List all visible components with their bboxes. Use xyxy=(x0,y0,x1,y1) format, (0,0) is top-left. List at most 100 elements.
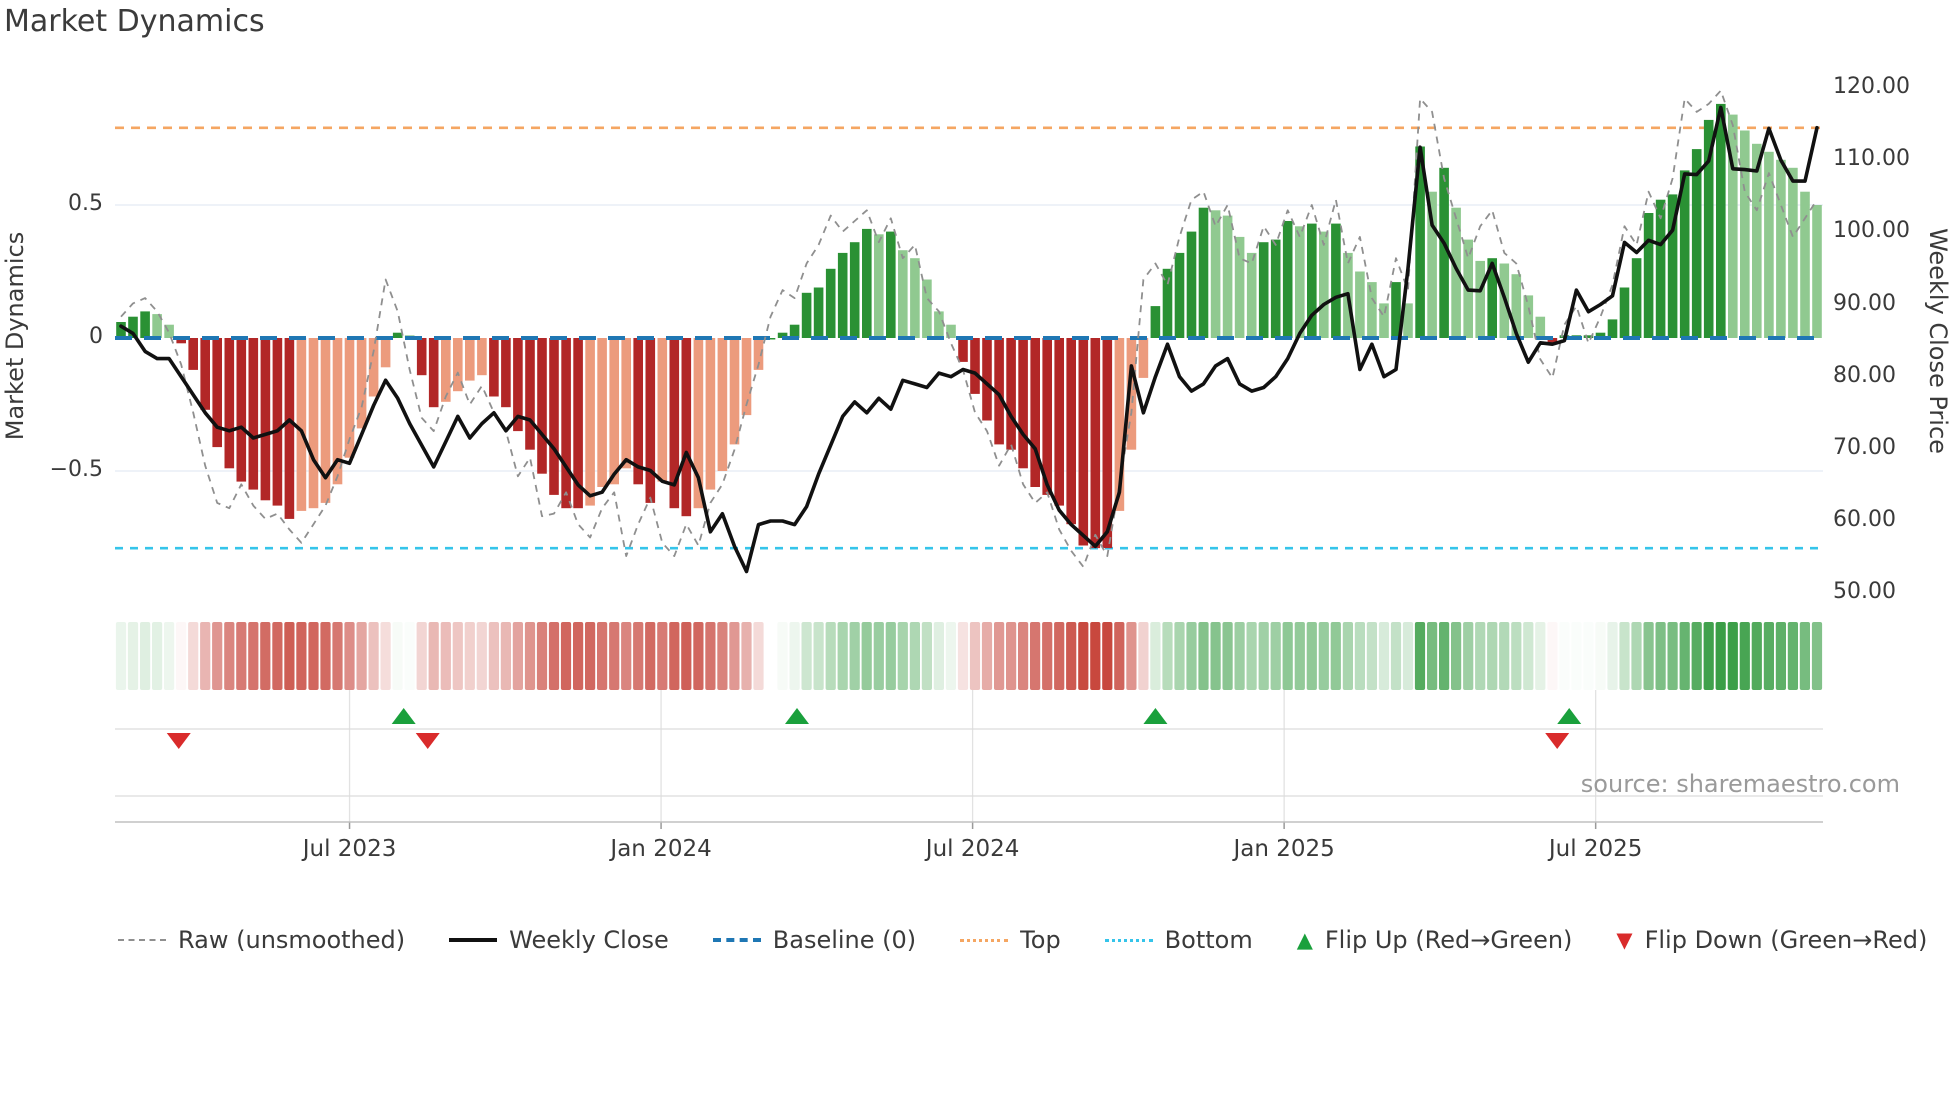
heatmap-cell xyxy=(681,622,692,690)
heatmap-cell xyxy=(1751,622,1762,690)
flip-up-marker xyxy=(784,708,809,724)
figure-title: Market Dynamics xyxy=(4,4,265,39)
heatmap-cell xyxy=(1042,622,1053,690)
heatmap-cell xyxy=(548,622,560,690)
legend-item: Weekly Close xyxy=(449,926,669,954)
oscillator-bar xyxy=(1030,338,1040,487)
left-axis-tick: 0.5 xyxy=(68,191,103,216)
oscillator-bar xyxy=(1703,119,1714,339)
oscillator-bar xyxy=(392,332,403,338)
heatmap-cell xyxy=(1294,622,1305,690)
oscillator-bar xyxy=(453,338,463,392)
heatmap-cell xyxy=(236,622,247,690)
oscillator-bar xyxy=(525,338,535,450)
heatmap-cell xyxy=(969,622,981,690)
oscillator-bar xyxy=(1150,306,1161,338)
heatmap-cell xyxy=(1763,622,1774,690)
heatmap-cell xyxy=(115,622,127,690)
oscillator-bar xyxy=(1800,191,1810,338)
oscillator-bar xyxy=(1379,303,1389,338)
heatmap-cell xyxy=(380,622,391,690)
heatmap-cell xyxy=(1186,622,1197,690)
oscillator-bar xyxy=(1535,316,1546,338)
flip-down-icon: ▼ xyxy=(1616,927,1633,952)
oscillator-bar xyxy=(934,311,944,338)
heatmap-cell xyxy=(1607,622,1618,690)
oscillator-bar xyxy=(886,231,896,338)
line-black-swatch-icon xyxy=(449,938,498,942)
oscillator-bar xyxy=(1319,231,1329,338)
oscillator-bar xyxy=(1619,287,1630,338)
oscillator-bar xyxy=(428,338,439,408)
oscillator-bar xyxy=(1475,260,1485,338)
heatmap-cell xyxy=(789,622,800,690)
oscillator-bar xyxy=(344,338,355,458)
heatmap-cell xyxy=(933,622,944,690)
right-axis-tick: 120.00 xyxy=(1833,74,1910,99)
heatmap-cell xyxy=(1547,622,1558,690)
x-axis-tick: Jul 2025 xyxy=(1548,836,1643,862)
right-axis-tick: 50.00 xyxy=(1833,579,1896,605)
oscillator-bar xyxy=(1222,215,1233,338)
heatmap-cell xyxy=(127,622,139,690)
oscillator-bar xyxy=(501,338,511,408)
legend-item: Raw (unsmoothed) xyxy=(118,926,405,954)
heatmap-cell xyxy=(609,622,620,690)
oscillator-bar xyxy=(585,338,595,506)
oscillator-bar xyxy=(561,338,571,509)
oscillator-bar xyxy=(982,338,992,421)
oscillator-bar xyxy=(609,338,619,485)
heatmap-cell xyxy=(657,622,668,690)
oscillator-bar xyxy=(1042,338,1052,495)
right-axis-tick: 90.00 xyxy=(1833,290,1896,316)
dash-blue-swatch-icon xyxy=(712,938,761,942)
oscillator-bar xyxy=(1355,271,1365,338)
flip-up-marker xyxy=(1143,708,1168,724)
heatmap-cell xyxy=(1703,622,1714,690)
legend-item: ▼ Flip Down (Green→Red) xyxy=(1616,926,1927,954)
oscillator-bar xyxy=(1126,338,1137,450)
heatmap-cell xyxy=(921,622,932,690)
legend-label: Flip Up (Red→Green) xyxy=(1324,926,1573,954)
heatmap-cell xyxy=(1366,622,1377,690)
heatmap-cell xyxy=(1102,622,1113,690)
oscillator-bar xyxy=(1198,207,1209,338)
oscillator-bar xyxy=(1728,114,1738,338)
oscillator-bar xyxy=(1006,338,1016,450)
oscillator-bar xyxy=(693,338,704,509)
oscillator-bar xyxy=(1607,319,1618,338)
legend-label: Top xyxy=(1020,926,1061,954)
legend-label: Baseline (0) xyxy=(772,926,917,954)
heatmap-cell xyxy=(777,622,788,690)
oscillator-bar xyxy=(537,338,547,474)
heatmap-cell xyxy=(212,622,223,690)
oscillator-bar xyxy=(1764,151,1774,338)
oscillator-bar xyxy=(1776,159,1786,338)
oscillator-bar xyxy=(224,338,235,469)
oscillator-bar xyxy=(1162,268,1173,338)
heatmap-cell xyxy=(813,622,824,690)
oscillator-bar xyxy=(1114,338,1125,511)
heatmap-cell xyxy=(729,622,740,690)
heatmap-cell xyxy=(308,622,319,690)
heatmap-cell xyxy=(1535,622,1546,690)
oscillator-bar xyxy=(248,338,259,490)
heatmap-cell xyxy=(1679,622,1690,690)
oscillator-bar xyxy=(874,234,884,338)
heatmap-cell xyxy=(1402,622,1414,690)
legend: Raw (unsmoothed) Weekly Close Baseline (0)… xyxy=(118,926,1938,954)
oscillator-bar xyxy=(705,338,716,490)
oscillator-bar xyxy=(1667,194,1678,338)
oscillator-bar xyxy=(116,322,126,338)
flip-up-marker xyxy=(1557,708,1582,724)
oscillator-bar xyxy=(308,338,319,509)
dash-gray-swatch-icon xyxy=(118,939,166,941)
heatmap-cell xyxy=(1330,622,1341,690)
heatmap-cell xyxy=(1739,622,1750,690)
oscillator-bar xyxy=(1078,338,1089,546)
heatmap-cell xyxy=(1066,622,1077,690)
legend-item: Baseline (0) xyxy=(712,926,917,954)
heatmap-cell xyxy=(512,622,523,690)
oscillator-bar xyxy=(1716,103,1726,339)
legend-item: Bottom xyxy=(1104,926,1253,954)
